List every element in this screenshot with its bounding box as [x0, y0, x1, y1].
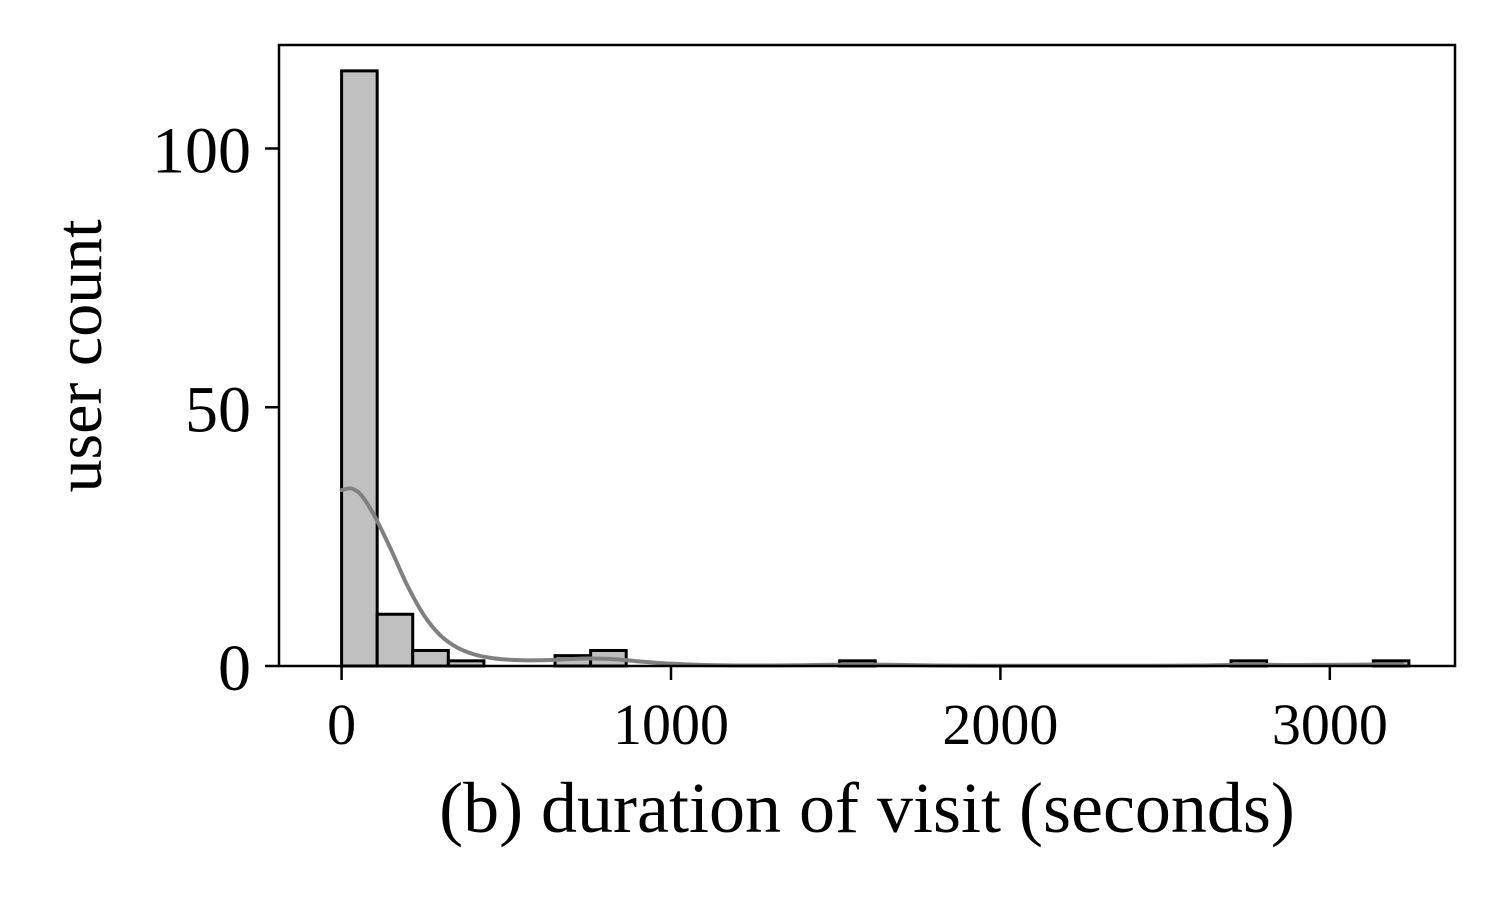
y-axis-ticks: 0 50 100 — [152, 115, 279, 705]
y-tick-label: 100 — [152, 115, 251, 188]
x-tick-label: 3000 — [1272, 692, 1388, 757]
x-axis-title: (b) duration of visit (seconds) — [439, 768, 1295, 848]
x-tick-label: 1000 — [613, 692, 729, 757]
histogram-bar-0 — [340, 69, 379, 668]
histogram-bar-2 — [411, 648, 450, 668]
kde-line — [339, 486, 1405, 668]
y-tick-label: 0 — [218, 632, 251, 705]
y-tick-label: 50 — [185, 373, 251, 446]
x-axis-ticks: 0 1000 2000 3000 — [327, 666, 1388, 757]
plot-frame — [277, 43, 1457, 668]
histogram-bar-1 — [375, 612, 415, 668]
y-axis-title: user count — [43, 219, 116, 492]
histogram-bars — [340, 69, 1411, 668]
x-tick-label: 2000 — [942, 692, 1058, 757]
x-tick-label: 0 — [327, 692, 356, 757]
